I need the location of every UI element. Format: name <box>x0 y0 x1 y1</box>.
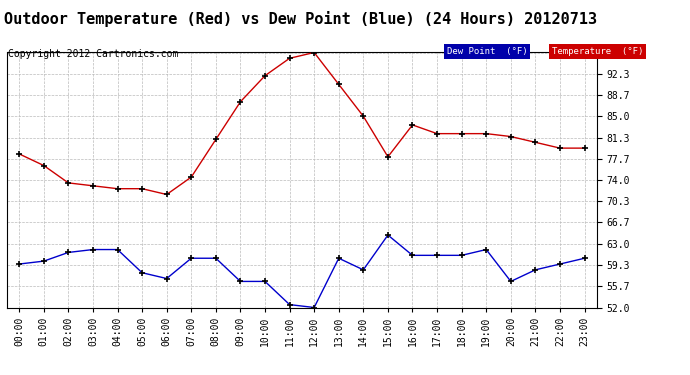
Text: Temperature  (°F): Temperature (°F) <box>552 47 643 56</box>
Text: Copyright 2012 Cartronics.com: Copyright 2012 Cartronics.com <box>8 49 179 59</box>
Text: Dew Point  (°F): Dew Point (°F) <box>447 47 528 56</box>
Text: Outdoor Temperature (Red) vs Dew Point (Blue) (24 Hours) 20120713: Outdoor Temperature (Red) vs Dew Point (… <box>3 11 597 27</box>
